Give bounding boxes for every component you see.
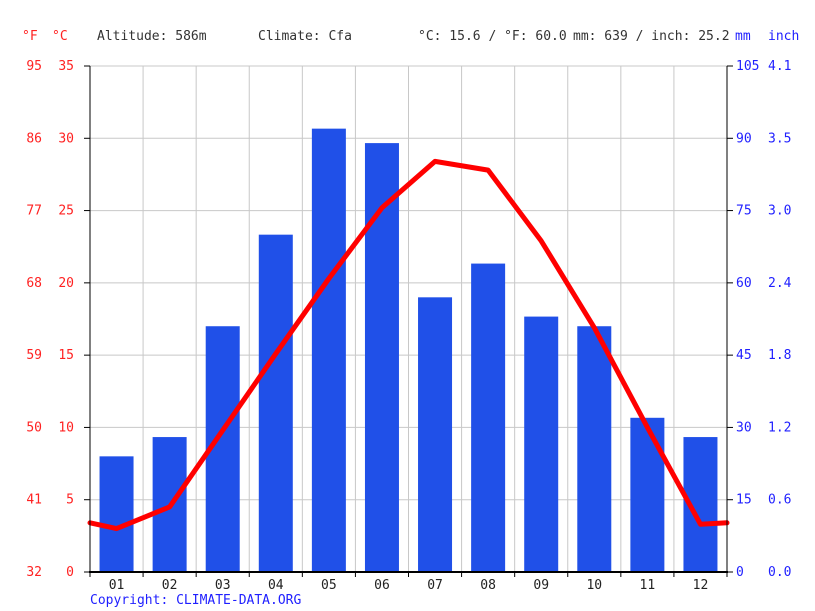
precip-bar-08 — [471, 263, 506, 572]
mm-tick-label: 105 — [736, 59, 759, 74]
mm-tick-label: 60 — [736, 276, 752, 291]
month-label: 10 — [586, 578, 602, 593]
precip-bar-06 — [364, 143, 399, 572]
precip-bar-04 — [258, 234, 293, 572]
celsius-tick-label: 10 — [58, 420, 74, 435]
month-label: 12 — [693, 578, 709, 593]
fahrenheit-tick-label: 77 — [26, 204, 42, 219]
fahrenheit-tick-label: 68 — [26, 276, 42, 291]
mm-tick-label: 90 — [736, 131, 752, 146]
month-label: 02 — [162, 578, 178, 593]
month-label: 09 — [533, 578, 549, 593]
inch-tick-label: 3.0 — [768, 204, 791, 219]
month-label: 04 — [268, 578, 284, 593]
fahrenheit-tick-label: 50 — [26, 420, 42, 435]
mm-tick-label: 30 — [736, 420, 752, 435]
fahrenheit-tick-label: 95 — [26, 59, 42, 74]
month-label: 08 — [480, 578, 496, 593]
celsius-tick-label: 30 — [58, 131, 74, 146]
inch-tick-label: 4.1 — [768, 59, 791, 74]
mm-tick-label: 45 — [736, 348, 752, 363]
mm-tick-label: 75 — [736, 204, 752, 219]
climate-data-link[interactable]: CLIMATE-DATA.ORG — [176, 593, 302, 608]
fahrenheit-axis-title: °F — [22, 29, 38, 44]
annual-precipitation-label: mm: 639 / inch: 25.2 — [573, 29, 730, 44]
mm-axis-title: mm — [735, 29, 751, 44]
precip-bar-11 — [630, 417, 665, 572]
celsius-axis-title: °C — [52, 29, 68, 44]
precip-bar-10 — [577, 326, 612, 572]
altitude-label: Altitude: 586m — [97, 29, 207, 44]
inch-tick-label: 2.4 — [768, 276, 792, 291]
fahrenheit-tick-label: 59 — [26, 348, 42, 363]
month-label: 07 — [427, 578, 443, 593]
mean-temperature-label: °C: 15.6 / °F: 60.0 — [418, 29, 567, 44]
inch-tick-label: 1.2 — [768, 420, 791, 435]
climate-class-label: Climate: Cfa — [258, 29, 352, 44]
copyright-label: Copyright: — [90, 593, 177, 608]
copyright-line: Copyright: CLIMATE-DATA.ORG — [90, 593, 301, 608]
fahrenheit-tick-label: 32 — [26, 565, 42, 580]
precip-bar-09 — [524, 316, 559, 572]
fahrenheit-tick-label: 86 — [26, 131, 42, 146]
month-label: 05 — [321, 578, 337, 593]
celsius-tick-label: 20 — [58, 276, 74, 291]
month-label: 11 — [640, 578, 656, 593]
mm-tick-label: 0 — [736, 565, 744, 580]
temperature-line — [87, 158, 730, 532]
month-label: 03 — [215, 578, 231, 593]
celsius-tick-label: 25 — [58, 204, 74, 219]
inch-tick-label: 0.0 — [768, 565, 791, 580]
inch-tick-label: 3.5 — [768, 131, 791, 146]
inch-tick-label: 0.6 — [768, 493, 791, 508]
precip-bar-01 — [99, 456, 134, 572]
inch-axis-title: inch — [768, 29, 800, 44]
mm-tick-label: 15 — [736, 493, 752, 508]
precip-bar-05 — [311, 128, 346, 572]
fahrenheit-tick-label: 41 — [26, 493, 42, 508]
celsius-tick-label: 35 — [58, 59, 74, 74]
celsius-tick-label: 5 — [66, 493, 74, 508]
month-label: 06 — [374, 578, 390, 593]
precip-bar-07 — [418, 297, 453, 572]
celsius-tick-label: 15 — [58, 348, 74, 363]
celsius-tick-label: 0 — [66, 565, 74, 580]
month-label: 01 — [109, 578, 125, 593]
inch-tick-label: 1.8 — [768, 348, 791, 363]
